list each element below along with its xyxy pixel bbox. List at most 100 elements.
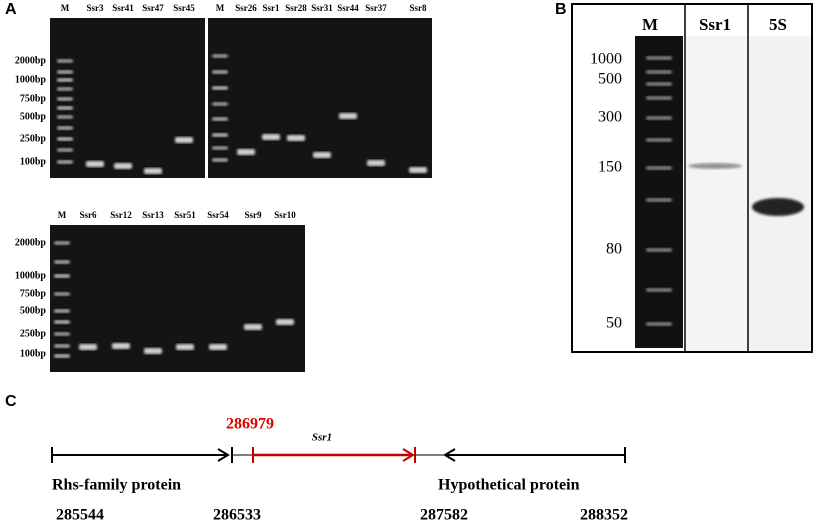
band (54, 354, 70, 358)
gene-label: Rhs-family protein (52, 477, 181, 494)
band (144, 168, 162, 174)
coordinate: 286533 (213, 507, 261, 524)
lane-label: Ssr13 (142, 210, 164, 220)
band (276, 319, 294, 325)
band (646, 322, 672, 326)
lane-label: Ssr26 (235, 3, 257, 13)
lane-background (686, 36, 747, 351)
size-label: 300 (598, 109, 622, 126)
band (244, 324, 262, 330)
band (313, 152, 331, 158)
start-site: 286979 (226, 416, 274, 433)
band (54, 320, 70, 324)
band (409, 167, 427, 173)
band (752, 198, 804, 216)
lane-label: Ssr41 (112, 3, 134, 13)
lane-label: Ssr54 (207, 210, 229, 220)
coordinate: 285544 (56, 507, 104, 524)
band (54, 274, 70, 278)
size-label: 500bp (20, 305, 47, 316)
lane-label: 5S (769, 15, 787, 34)
lane-label: Ssr45 (173, 3, 195, 13)
band (54, 344, 70, 348)
band (688, 163, 742, 169)
band (57, 126, 73, 130)
lane-label: Ssr1 (699, 15, 731, 34)
size-label: 750bp (20, 288, 47, 299)
size-label: 750bp (20, 93, 47, 104)
coordinate: 288352 (580, 507, 628, 524)
lane-label: M (216, 3, 225, 13)
band (79, 344, 97, 350)
lane-label: Ssr1 (262, 3, 280, 13)
lane-background (749, 36, 811, 351)
lane-label: Ssr44 (337, 3, 359, 13)
size-label: 1000bp (15, 270, 47, 281)
band (646, 248, 672, 252)
band (176, 344, 194, 350)
band (646, 82, 672, 86)
band (287, 135, 305, 141)
band (114, 163, 132, 169)
band (54, 241, 70, 245)
band (57, 137, 73, 141)
band (646, 288, 672, 292)
band (144, 348, 162, 354)
gel-image (50, 18, 205, 178)
size-label: 250bp (20, 328, 47, 339)
arrowhead (443, 448, 456, 462)
size-label: 2000bp (15, 55, 47, 66)
band (212, 54, 228, 58)
lane-label: M (58, 210, 67, 220)
lane-label: Ssr3 (86, 3, 104, 13)
band (54, 260, 70, 264)
panel-label: C (5, 393, 17, 410)
band (57, 59, 73, 63)
band (212, 102, 228, 106)
lane-label: Ssr12 (110, 210, 132, 220)
band (646, 198, 672, 202)
band (212, 86, 228, 90)
band (646, 96, 672, 100)
band (57, 106, 73, 110)
band (57, 70, 73, 74)
band (262, 134, 280, 140)
band (646, 70, 672, 74)
size-label: 2000bp (15, 237, 47, 248)
band (57, 87, 73, 91)
coordinate: 287582 (420, 507, 468, 524)
lane-label: Ssr37 (365, 3, 387, 13)
band (212, 158, 228, 162)
lane-label: M (61, 3, 70, 13)
band (57, 160, 73, 164)
band (367, 160, 385, 166)
band (112, 343, 130, 349)
band (54, 332, 70, 336)
lane-label: Ssr8 (409, 3, 427, 13)
lane-label: Ssr6 (79, 210, 97, 220)
size-label: 100bp (20, 156, 47, 167)
band (212, 146, 228, 150)
band (57, 97, 73, 101)
arrowhead (402, 448, 415, 462)
gene-name: Ssr1 (312, 432, 332, 444)
band (339, 113, 357, 119)
gene-label: Hypothetical protein (438, 477, 580, 494)
lane-label: Ssr10 (274, 210, 296, 220)
arrowhead (217, 448, 230, 462)
band (212, 133, 228, 137)
band (646, 166, 672, 170)
band (175, 137, 193, 143)
lane-label: Ssr9 (244, 210, 262, 220)
lane-label: M (642, 15, 658, 34)
panel-label: B (555, 1, 567, 18)
lane-label: Ssr47 (142, 3, 164, 13)
band (86, 161, 104, 167)
band (212, 70, 228, 74)
lane-label: Ssr51 (174, 210, 196, 220)
size-label: 1000 (590, 51, 622, 68)
size-label: 150 (598, 159, 622, 176)
band (57, 78, 73, 82)
band (237, 149, 255, 155)
